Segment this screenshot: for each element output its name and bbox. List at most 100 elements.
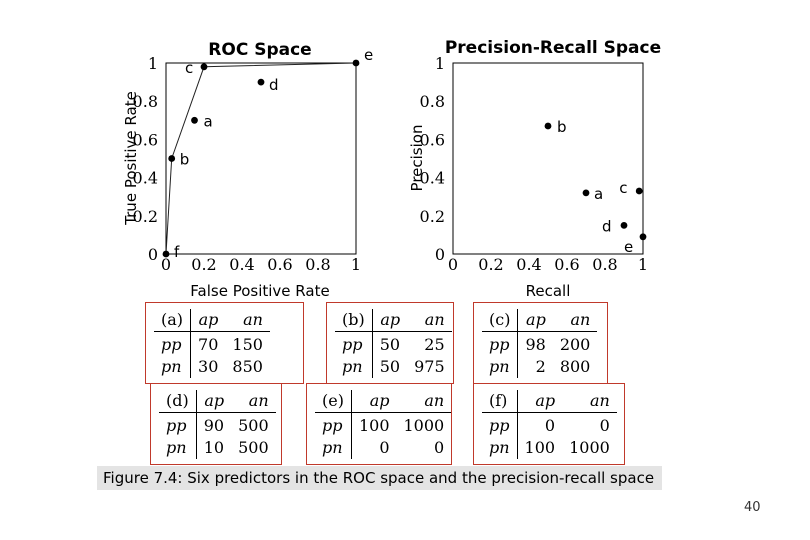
table-row: pn 10 500	[159, 437, 276, 459]
table-cell: 1000	[403, 416, 445, 435]
roc-point-b	[168, 155, 176, 162]
table-row: pp 100 1000	[315, 412, 451, 437]
roc-y-tick-label: 0.8	[133, 92, 158, 111]
pr-point-d	[620, 221, 628, 229]
table-cell: 100	[524, 438, 556, 457]
table-cell: 150	[232, 335, 263, 354]
table-label: (d)	[159, 390, 197, 413]
page-number: 40	[744, 500, 761, 515]
roc-point-label-a: a	[204, 112, 213, 130]
table-row: pp 90 500	[159, 412, 276, 437]
pr-y-tick-label: 0	[435, 245, 445, 264]
pr-point-e	[639, 233, 647, 241]
roc-plot-frame	[165, 62, 357, 255]
table-row: pp 0 0	[482, 412, 617, 437]
table-cell: 2	[535, 357, 546, 376]
table-cell: 0	[544, 416, 556, 435]
row-label: pp	[159, 412, 197, 437]
roc-x-axis-label: False Positive Rate	[190, 282, 329, 300]
roc-point-d	[257, 78, 265, 86]
row-label: pn	[315, 437, 352, 459]
roc-y-tick-label: 0	[148, 245, 158, 264]
column-header: ap	[196, 390, 232, 413]
confusion-table: (b) ap an pp 50 25 pn 50 975	[335, 309, 452, 378]
roc-y-tick-label: 1	[148, 54, 158, 73]
pr-point-label-b: b	[557, 118, 567, 136]
pr-y-tick-label: 0.8	[420, 92, 445, 111]
roc-x-tick-label: 0.6	[267, 255, 292, 274]
confusion-table-panel: (e) ap an pp 100 1000 pn 0 0	[306, 383, 452, 465]
table-row: pn 100 1000	[482, 437, 617, 459]
column-header: an	[231, 390, 276, 413]
column-header: ap	[372, 309, 408, 332]
pr-y-tick-label: 1	[435, 54, 445, 73]
row-label: pn	[154, 356, 192, 378]
table-cell: 50	[379, 335, 401, 354]
roc-x-tick-label: 0.4	[229, 255, 254, 274]
table-cell: 0	[379, 438, 390, 457]
confusion-table: (d) ap an pp 90 500 pn 10 500	[159, 390, 276, 459]
roc-point-c	[200, 63, 208, 71]
table-row: pn 50 975	[335, 356, 452, 378]
column-header: an	[225, 309, 270, 332]
confusion-table-panel: (c) ap an pp 98 200 pn 2 800	[473, 302, 608, 384]
table-label: (f)	[482, 390, 518, 413]
confusion-table: (a) ap an pp 70 150 pn 30 850	[154, 309, 270, 378]
row-label: pp	[154, 331, 192, 356]
table-label: (c)	[482, 309, 519, 332]
column-header: ap	[190, 309, 226, 332]
pr-point-label-d: d	[602, 217, 612, 235]
confusion-table-panel: (f) ap an pp 0 0 pn 100 1000	[473, 383, 625, 465]
table-cell: 90	[203, 416, 225, 435]
pr-y-tick-label: 0.2	[420, 207, 445, 226]
row-label: pn	[335, 356, 373, 378]
confusion-table-panel: (b) ap an pp 50 25 pn 50 975	[326, 302, 454, 384]
roc-point-f	[162, 250, 170, 258]
row-label: pn	[482, 356, 519, 378]
pr-x-tick-label: 0.8	[592, 255, 617, 274]
table-row: pn 2 800	[482, 356, 597, 378]
column-header: ap	[351, 390, 397, 413]
confusion-table-panel: (d) ap an pp 90 500 pn 10 500	[150, 383, 282, 465]
roc-y-axis-label: True Positive Rate	[122, 91, 140, 226]
column-header: an	[552, 309, 598, 332]
table-cell: 70	[198, 335, 219, 354]
pr-point-label-e: e	[624, 238, 633, 256]
confusion-table: (c) ap an pp 98 200 pn 2 800	[482, 309, 598, 378]
table-row: pp 98 200	[482, 331, 597, 356]
column-header: an	[396, 390, 452, 413]
pr-point-c	[635, 187, 643, 195]
row-label: pp	[315, 412, 352, 437]
pr-point-label-c: c	[619, 179, 627, 197]
roc-point-a	[191, 116, 198, 124]
column-header: ap	[517, 309, 553, 332]
pr-y-axis-label: Precision	[408, 125, 426, 192]
table-row: pp 70 150	[154, 331, 270, 356]
confusion-table: (f) ap an pp 0 0 pn 100 1000	[482, 390, 617, 459]
table-cell: 0	[434, 438, 445, 457]
roc-roc-curve	[165, 62, 357, 255]
table-cell: 500	[238, 438, 269, 457]
roc-point-label-e: e	[364, 46, 373, 64]
pr-x-tick-label: 0	[448, 255, 458, 274]
table-label: (a)	[154, 309, 192, 332]
roc-point-label-f: f	[174, 243, 180, 261]
column-header: an	[562, 390, 617, 413]
pr-chart-title: Precision-Recall Space	[445, 38, 661, 58]
column-header: ap	[517, 390, 563, 413]
confusion-table: (e) ap an pp 100 1000 pn 0 0	[315, 390, 452, 459]
pr-x-axis-label: Recall	[526, 282, 571, 300]
pr-x-tick-label: 0.4	[516, 255, 541, 274]
roc-y-tick-label: 0.4	[133, 169, 158, 188]
table-cell: 50	[379, 357, 401, 376]
row-label: pn	[482, 437, 518, 459]
roc-point-label-b: b	[180, 151, 190, 169]
pr-y-tick-label: 0.6	[420, 130, 445, 149]
table-cell: 10	[203, 438, 225, 457]
table-cell: 500	[238, 416, 269, 435]
row-label: pp	[482, 331, 519, 356]
roc-x-tick-label: 1	[351, 255, 361, 274]
table-cell: 100	[358, 416, 390, 435]
pr-y-tick-label: 0.4	[420, 169, 445, 188]
table-cell: 98	[525, 335, 546, 354]
